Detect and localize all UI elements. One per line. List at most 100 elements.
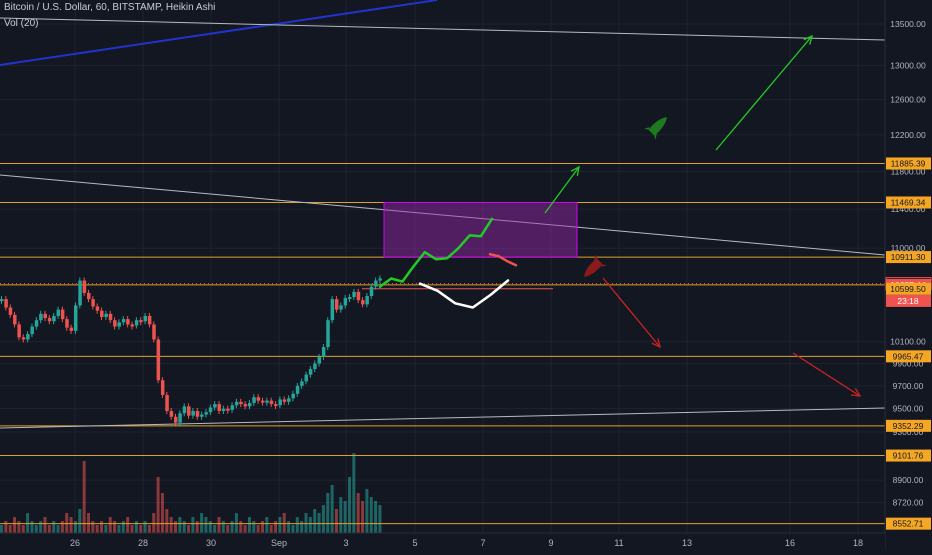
volume-bar	[156, 477, 160, 533]
volume-bar	[91, 521, 95, 533]
y-tick-label: 11000.00	[891, 243, 926, 253]
y-tick-label: 8900.00	[893, 475, 924, 485]
ascending-support-trendline[interactable]	[0, 407, 886, 429]
volume-bar	[39, 521, 43, 533]
volume-layer	[0, 453, 382, 533]
blue-trendline[interactable]	[0, 0, 438, 66]
rocket-down-icon	[584, 254, 607, 277]
volume-bar	[343, 501, 347, 533]
volume-bar	[56, 525, 60, 533]
heikin-ashi-candle	[4, 299, 8, 308]
x-tick-label: 18	[853, 538, 863, 548]
heikin-ashi-candle	[226, 408, 230, 411]
heikin-ashi-candle	[26, 334, 30, 340]
y-tick-label: 12600.00	[890, 95, 926, 105]
volume-bar	[139, 525, 143, 533]
volume-bar	[174, 521, 177, 533]
heikin-ashi-candle	[378, 278, 382, 281]
heikin-ashi-candle	[187, 406, 191, 416]
volume-bar	[160, 493, 164, 533]
trendline-layer	[0, 0, 886, 429]
volume-bar	[269, 525, 273, 533]
red-down-arrow-long[interactable]	[792, 352, 861, 397]
heikin-ashi-candle	[208, 407, 213, 413]
time-axis-panel	[0, 533, 885, 550]
volume-bar	[87, 513, 90, 533]
heikin-ashi-candle	[174, 416, 178, 423]
heikin-ashi-candle	[261, 400, 265, 403]
green-up-arrow-long[interactable]	[715, 35, 813, 151]
heikin-ashi-candle	[308, 369, 313, 375]
volume-bar	[221, 521, 225, 533]
volume-bar	[326, 493, 330, 533]
volume-bar	[104, 525, 108, 533]
volume-bar	[178, 517, 182, 533]
volume-bar	[234, 513, 238, 533]
level-price-tag: 11885.39	[891, 158, 926, 168]
projection-box[interactable]	[383, 201, 578, 258]
grid-layer	[0, 0, 885, 533]
heikin-ashi-candle	[130, 324, 134, 327]
volume-bar	[213, 525, 217, 533]
volume-bar	[191, 517, 195, 533]
heikin-ashi-candle	[343, 298, 348, 306]
heikin-ashi-candle	[243, 404, 248, 407]
x-tick-label: 9	[548, 538, 553, 548]
x-tick-label: 11	[614, 538, 623, 548]
level-price-tag-bg	[886, 449, 931, 462]
heikin-ashi-candle	[300, 381, 304, 386]
volume-bar	[226, 525, 230, 533]
volume-bar	[200, 513, 204, 533]
heikin-ashi-candle	[221, 408, 226, 411]
volume-bar	[321, 505, 325, 533]
volume-bar	[21, 525, 25, 533]
heikin-ashi-candle	[291, 393, 295, 399]
heikin-ashi-candle	[217, 404, 221, 411]
heikin-ashi-candle	[352, 291, 356, 298]
heikin-ashi-candle	[252, 397, 256, 403]
level-layer	[0, 162, 885, 525]
volume-bar	[295, 517, 299, 533]
drawing-layer	[378, 34, 862, 397]
volume-bar	[130, 525, 134, 533]
volume-bar	[313, 509, 317, 533]
red-projection-curve[interactable]	[488, 252, 518, 267]
heikin-ashi-candle	[204, 412, 208, 415]
descending-trendline[interactable]	[0, 174, 886, 256]
volume-bar	[100, 521, 104, 533]
volume-bar	[317, 513, 321, 533]
heikin-ashi-candle	[82, 280, 87, 293]
volume-bar	[4, 521, 8, 533]
red-down-arrow-short[interactable]	[602, 277, 661, 348]
volume-bar	[352, 453, 356, 533]
volume-bar	[374, 501, 378, 533]
heikin-ashi-candle	[369, 286, 374, 297]
green-up-arrow-short[interactable]	[544, 166, 580, 214]
volume-bar	[143, 521, 147, 533]
green-projection-curve[interactable]	[378, 217, 494, 288]
volume-bar	[152, 513, 156, 533]
heikin-ashi-candle	[304, 374, 308, 382]
upper-resistance-trendline[interactable]	[0, 17, 886, 41]
level-price-tag-bg	[886, 350, 931, 363]
volume-bar	[330, 485, 334, 533]
heikin-ashi-candle	[60, 309, 65, 320]
volume-bar	[52, 521, 56, 533]
volume-bar	[117, 525, 121, 533]
heikin-ashi-candle	[117, 322, 121, 327]
volume-bar	[113, 521, 117, 533]
volume-bar	[239, 521, 243, 533]
volume-bar	[134, 521, 138, 533]
heikin-ashi-candle	[152, 324, 156, 340]
heikin-ashi-candle	[8, 307, 13, 315]
level-price-tag-bg	[886, 251, 931, 264]
heikin-ashi-candle	[191, 410, 195, 416]
white-projection-curve[interactable]	[418, 279, 510, 309]
heikin-ashi-candle	[256, 397, 261, 401]
y-tick-label: 13500.00	[890, 19, 926, 29]
heikin-ashi-candle	[78, 280, 82, 306]
rocket-up-icon	[644, 117, 667, 140]
